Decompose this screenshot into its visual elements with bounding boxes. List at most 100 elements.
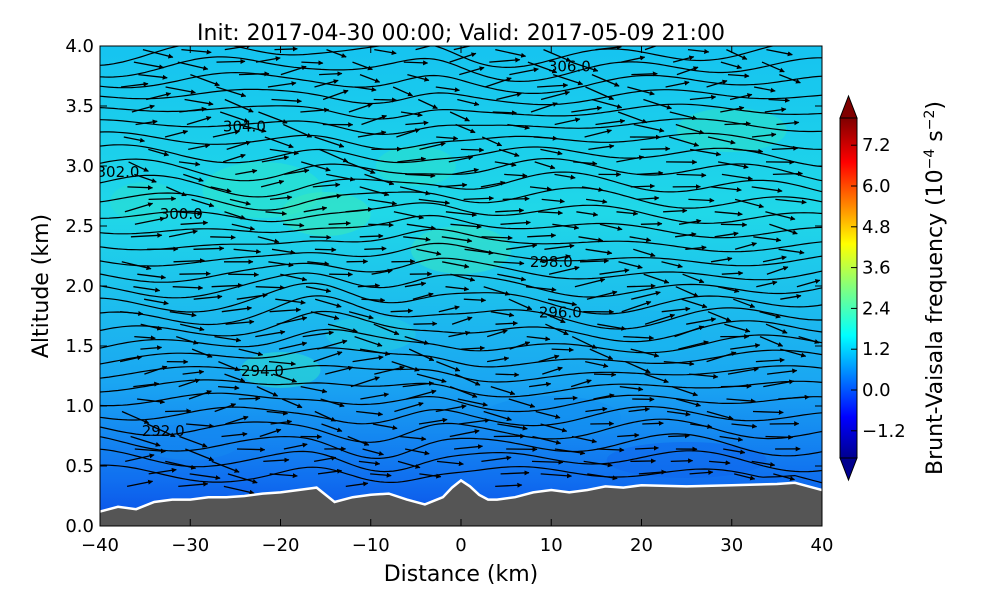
wind-vector: [500, 220, 531, 226]
wind-vector: [436, 135, 459, 141]
wind-vector: [281, 398, 303, 409]
x-tick-label: 0: [455, 535, 466, 556]
wind-vector: [571, 61, 599, 72]
wind-vector: [775, 198, 807, 205]
wind-vector: [726, 49, 748, 60]
isentrope: [100, 272, 822, 299]
wind-vector: [326, 173, 356, 182]
wind-vector: [266, 410, 289, 416]
wind-vector: [328, 220, 351, 226]
wind-vector: [406, 389, 437, 400]
wind-vector: [345, 206, 373, 213]
wind-vector: [313, 455, 337, 463]
wind-vector: [640, 146, 671, 152]
wind-vector: [131, 104, 155, 113]
wind-vector: [364, 173, 395, 186]
isentrope: [100, 202, 822, 225]
wind-vector: [724, 323, 751, 333]
wind-vector: [301, 161, 331, 172]
wind-vector: [540, 90, 570, 101]
wind-vector: [627, 86, 655, 96]
wind-vector: [496, 92, 522, 101]
wind-vector: [372, 423, 398, 431]
wind-vector: [623, 335, 655, 341]
wind-vector: [238, 395, 261, 401]
wind-vector: [674, 325, 705, 338]
wind-vector: [719, 435, 744, 442]
wind-vector: [527, 233, 557, 239]
wind-vector: [780, 348, 807, 358]
wind-vector: [480, 180, 506, 188]
wind-vector: [509, 341, 531, 350]
wind-vector: [497, 273, 527, 282]
wind-vector: [637, 170, 664, 176]
wind-vector: [665, 80, 690, 88]
wind-vector: [357, 130, 387, 138]
isentrope-label: 294.0: [241, 362, 284, 380]
wind-vector: [720, 61, 742, 70]
y-axis: 0.0 0.5 1.0 1.5 2.0 2.5 3.0 3.5 4.0: [65, 36, 822, 537]
wind-vector: [263, 457, 290, 463]
wind-vector: [354, 335, 383, 347]
wind-vector: [714, 211, 743, 217]
wind-vector: [307, 261, 330, 267]
wind-vector: [270, 419, 293, 425]
wind-vector: [352, 355, 384, 363]
isentrope: [100, 88, 822, 106]
wind-vector: [393, 211, 424, 220]
wind-vector: [168, 229, 198, 238]
x-tick-label: −20: [262, 535, 300, 556]
wind-vector: [642, 420, 664, 426]
x-tick-label: −10: [352, 535, 390, 556]
wind-vector: [720, 222, 748, 228]
wind-vector: [706, 79, 728, 88]
wind-vector: [359, 348, 391, 356]
wind-vector: [619, 385, 644, 392]
wind-vector: [776, 120, 800, 126]
wind-vector: [540, 423, 568, 433]
wind-vector: [120, 310, 144, 316]
wind-vector: [585, 406, 608, 413]
wind-vector: [504, 173, 528, 179]
wind-vector: [130, 435, 161, 447]
wind-vector: [768, 97, 790, 103]
isentrope: [100, 103, 822, 120]
wind-vector: [584, 128, 612, 138]
wind-vector: [134, 216, 166, 225]
wind-vector: [267, 81, 297, 88]
wind-vector: [449, 429, 480, 438]
y-tick-label: 2.0: [65, 276, 94, 297]
wind-vector: [144, 365, 168, 375]
wind-vector: [628, 406, 650, 413]
wind-vector: [442, 261, 470, 269]
wind-vector: [798, 335, 820, 344]
wind-vector: [271, 248, 296, 255]
wind-vector: [720, 105, 745, 113]
wind-vector: [630, 348, 660, 358]
wind-vector: [193, 245, 225, 251]
wind-vector: [571, 435, 597, 444]
wind-vector: [345, 481, 369, 488]
wind-vector: [709, 460, 731, 466]
y-tick-label: 4.0: [65, 36, 94, 57]
wind-vector: [617, 111, 648, 124]
wind-vector: [452, 167, 479, 176]
colorbar-min-extension: [839, 457, 858, 482]
isentrope-label: 300.0: [160, 205, 203, 223]
wind-vector: [179, 435, 208, 448]
wind-vector: [327, 323, 358, 333]
wind-vector: [165, 460, 197, 470]
y-tick-label: 2.5: [65, 216, 94, 237]
y-axis-label: Altitude (km): [29, 214, 54, 358]
isentrope: [100, 71, 822, 94]
wind-vector: [686, 317, 717, 325]
wind-vector: [734, 473, 756, 481]
wind-vector: [554, 173, 576, 180]
wind-vector: [193, 294, 223, 300]
wind-vector: [185, 448, 215, 462]
colorbar-tick-label: 2.4: [862, 298, 891, 319]
isentrope: [100, 56, 822, 83]
wind-vector: [278, 341, 308, 350]
wind-vector: [621, 55, 646, 63]
wind-vector: [367, 198, 398, 206]
